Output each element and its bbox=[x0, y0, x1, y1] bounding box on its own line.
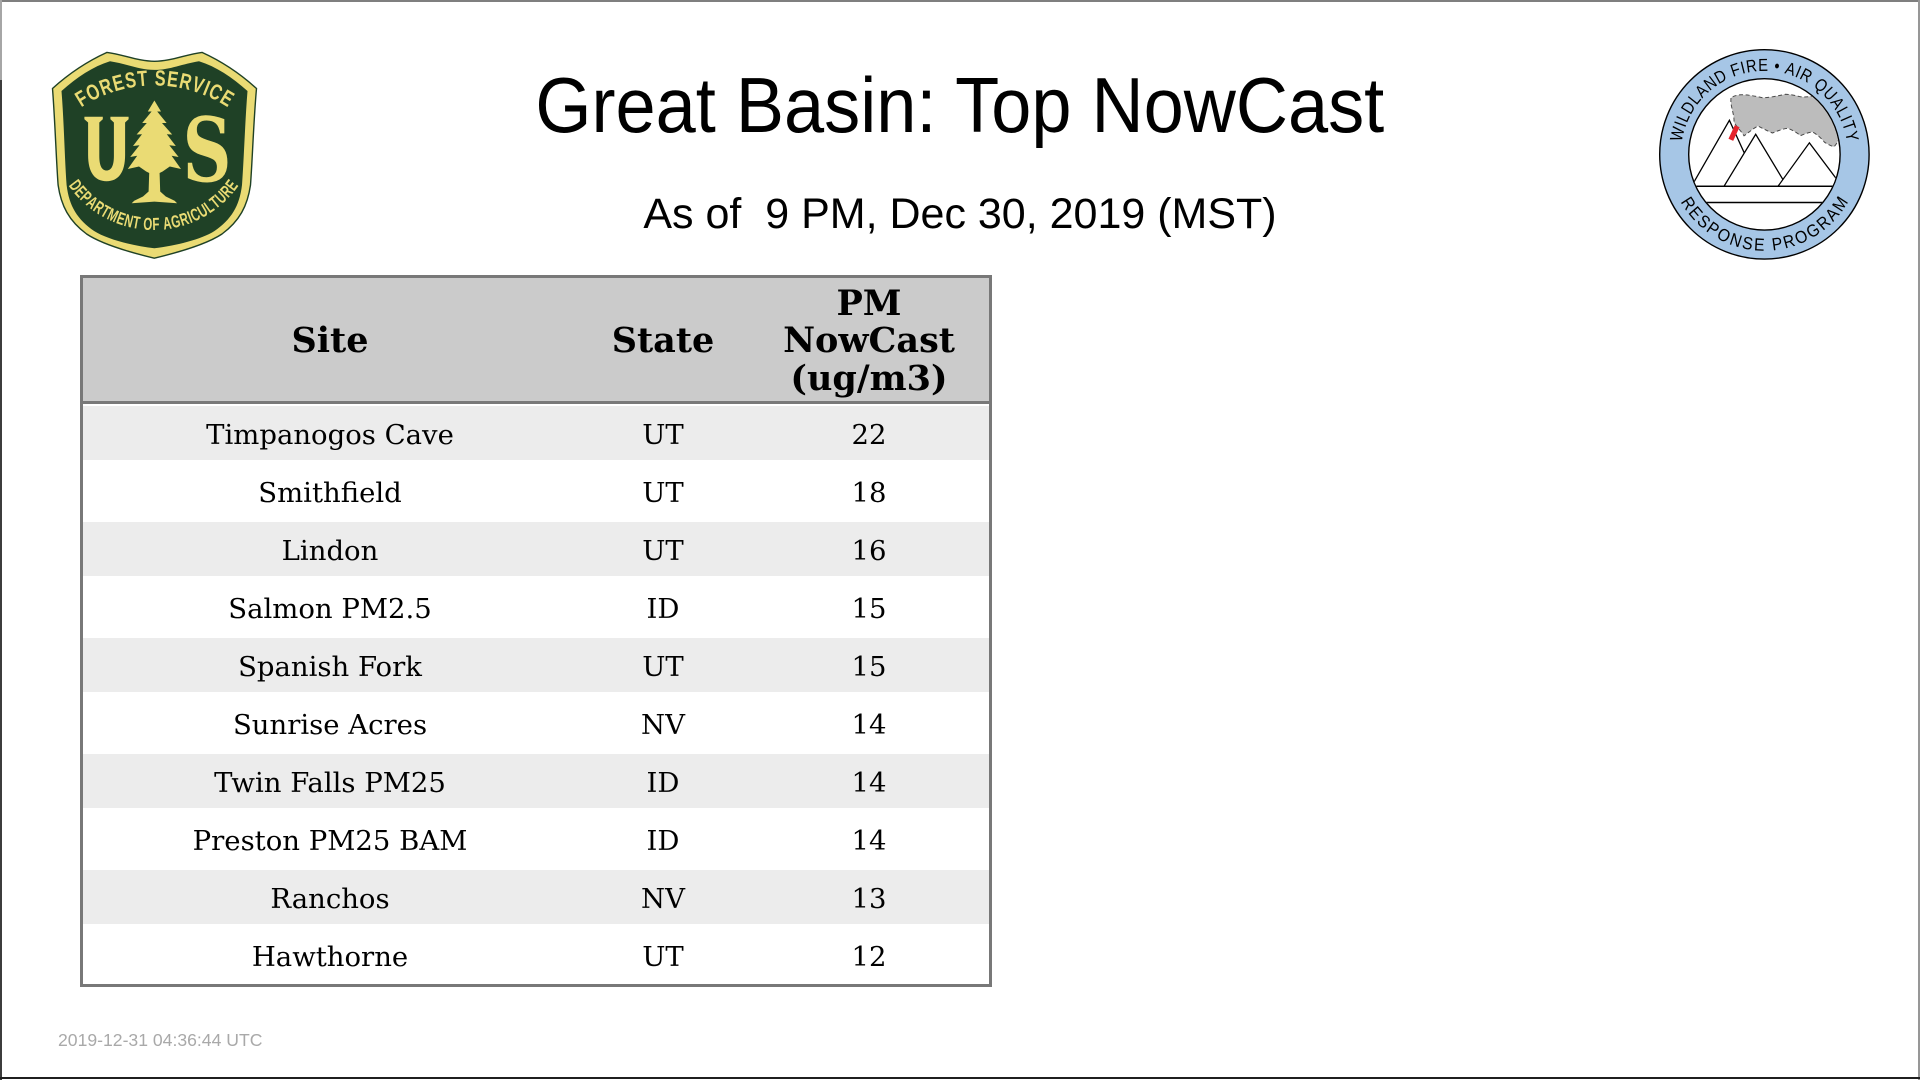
svg-text:W: W bbox=[1667, 124, 1689, 143]
svg-text:I: I bbox=[1671, 119, 1691, 129]
svg-text:R: R bbox=[1745, 56, 1758, 77]
svg-text:F: F bbox=[152, 216, 160, 235]
svg-text:I: I bbox=[1836, 113, 1855, 125]
svg-text:R: R bbox=[1781, 230, 1797, 252]
svg-text:S: S bbox=[154, 66, 166, 91]
svg-text:E: E bbox=[166, 67, 180, 93]
svg-text:G: G bbox=[169, 212, 182, 232]
svg-text:P: P bbox=[1771, 233, 1784, 254]
svg-text:S: S bbox=[183, 98, 232, 203]
svg-text:T: T bbox=[131, 214, 141, 234]
svg-text:I: I bbox=[185, 209, 195, 228]
svg-text:E: E bbox=[1754, 235, 1766, 256]
svg-text:I: I bbox=[1739, 58, 1748, 78]
svg-text:R: R bbox=[177, 69, 194, 96]
svg-text:E: E bbox=[1758, 56, 1768, 76]
svg-text:•: • bbox=[1773, 56, 1781, 76]
svg-text:T: T bbox=[136, 66, 148, 92]
svg-text:O: O bbox=[143, 215, 153, 234]
svg-text:S: S bbox=[1741, 233, 1755, 255]
svg-text:S: S bbox=[123, 67, 138, 94]
svg-text:I: I bbox=[1793, 62, 1804, 82]
svg-text:A: A bbox=[162, 214, 173, 234]
svg-text:Y: Y bbox=[1841, 129, 1862, 143]
